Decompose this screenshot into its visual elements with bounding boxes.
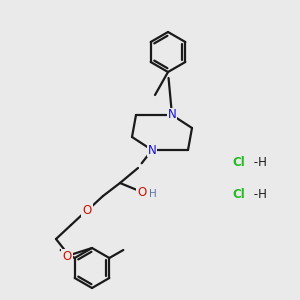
Text: O: O bbox=[82, 203, 91, 217]
Text: O: O bbox=[137, 187, 147, 200]
Text: Cl: Cl bbox=[232, 188, 245, 202]
Text: -H: -H bbox=[250, 188, 267, 202]
Text: N: N bbox=[148, 143, 156, 157]
Text: N: N bbox=[168, 109, 176, 122]
Text: -H: -H bbox=[250, 155, 267, 169]
Text: O: O bbox=[62, 250, 72, 262]
Text: H: H bbox=[149, 189, 157, 199]
Text: O: O bbox=[62, 250, 72, 262]
Text: Cl: Cl bbox=[232, 155, 245, 169]
